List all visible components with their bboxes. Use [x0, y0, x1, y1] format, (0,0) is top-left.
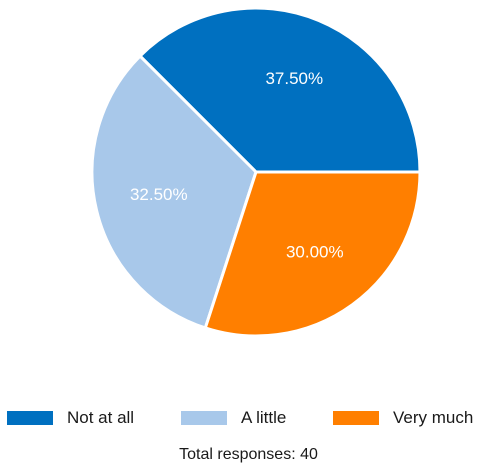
legend-label-not-at-all: Not at all — [67, 408, 135, 427]
pie-slice-not-at-all — [138, 6, 422, 174]
legend-label-very-much: Very much — [393, 408, 474, 427]
legend: Not at all A little Very much — [0, 406, 497, 430]
legend-swatch-a-little — [181, 411, 227, 425]
legend-swatch-not-at-all — [7, 411, 53, 425]
total-responses-label: Total responses: 40 — [179, 446, 318, 463]
data-label-a-little: 32.50% — [130, 185, 188, 204]
legend-label-a-little: A little — [241, 408, 287, 427]
legend-swatch-very-much — [333, 411, 379, 425]
pie-slice-very-much — [203, 170, 422, 338]
legend-item-not-at-all: Not at all — [7, 406, 134, 430]
pie-slice-a-little — [90, 54, 258, 330]
data-label-not-at-all: 37.50% — [265, 69, 323, 88]
data-label-very-much: 30.00% — [286, 242, 344, 261]
pie-chart: 37.50% 32.50% 30.00% — [90, 6, 422, 338]
legend-item-very-much: Very much — [333, 406, 473, 430]
legend-item-a-little: A little — [181, 406, 286, 430]
